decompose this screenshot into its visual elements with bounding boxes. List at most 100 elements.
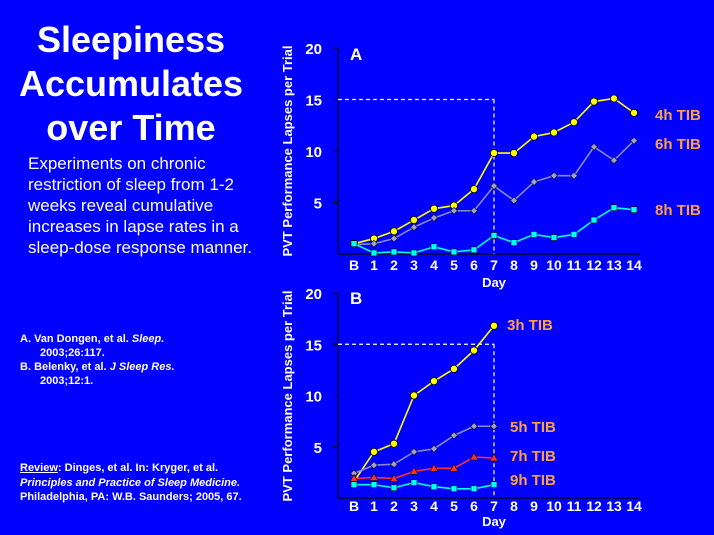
panel-a-series-6h-tib-point [570, 171, 578, 180]
panel-a-x-tick-label: 12 [586, 257, 602, 273]
panel-b-y-tick-label: 10 [305, 389, 322, 406]
panel-b-series-3h-tib-point [409, 391, 418, 400]
panel-a-series-8h-tib-point [570, 231, 578, 238]
panel-b-series-7h-tib-point [489, 453, 499, 462]
panel-a-y-tick-label: 5 [314, 196, 322, 213]
panel-b-x-tick-label: 11 [567, 498, 582, 514]
panel-b-series-7h-tib-label: 7h TIB [510, 448, 556, 465]
panel-a-x-tick-label: 11 [567, 257, 582, 273]
panel-b-x-axis-label: Day [482, 514, 507, 529]
panel-a-x-tick-label: 9 [530, 257, 538, 273]
panel-a-series-4h-tib-point [630, 108, 639, 117]
panel-a-series-4h-tib-point [530, 132, 539, 141]
panel-a-series-4h-tib-point [469, 185, 478, 194]
panel-a-series-6h-tib-point [390, 234, 398, 243]
panel-a-series-8h-tib-point [450, 248, 458, 256]
panel-a-x-tick-label: 5 [450, 257, 458, 273]
panel-a-x-tick-label: 7 [490, 257, 498, 273]
panel-a-y-tick-label: 10 [305, 144, 322, 161]
panel-b-y-tick-label: 5 [314, 440, 322, 457]
panel-b-series-7h-tib-point [429, 463, 439, 472]
panel-a-y-axis-label: PVT Performance Lapses per Trial [280, 46, 295, 257]
panel-b-x-tick-label: 3 [410, 498, 418, 514]
panel-b-x-tick-label: 8 [510, 498, 518, 514]
panel-b-x-tick-label: 9 [530, 498, 538, 514]
panel-b-x-tick-label: 2 [390, 498, 398, 514]
panel-a-series-4h-tib-point [389, 227, 398, 236]
panel-a-x-tick-label: 6 [470, 257, 478, 273]
panel-a-series-4h-tib-point [570, 118, 579, 127]
panel-a-series-8h-tib-point [630, 206, 638, 214]
slide-title: Sleepiness Accumulates over Time [18, 19, 244, 148]
panel-a-series-8h-tib-point [430, 243, 438, 251]
panel-b-y-axis-label: PVT Performance Lapses per Trial [280, 291, 295, 502]
panel-a-x-tick-label: 3 [410, 257, 418, 273]
panel-b-series-5h-tib-point [370, 461, 378, 470]
panel-a-series-6h-tib-label: 6h TIB [655, 136, 701, 153]
panel-a-x-tick-label: 4 [430, 257, 438, 273]
panel-b-x-tick-label: 1 [370, 498, 378, 514]
panel-a-series-8h-tib-point [610, 204, 618, 211]
panel-b-series-9h-tib-point [410, 479, 418, 486]
panel-b-series-5h-tib-point [490, 422, 498, 431]
panel-a-series-8h-tib-point [390, 248, 398, 256]
panel-a-series-6h-tib-point [550, 171, 558, 180]
panel-b-series-9h-tib-label: 9h TIB [510, 472, 556, 489]
panel-b-series-5h-tib-point [450, 431, 458, 440]
panel-b-x-tick-label: 12 [586, 498, 602, 514]
panel-b-series-3h-tib-point [449, 364, 458, 373]
panel-a-series-4h-tib-point [409, 216, 418, 225]
panel-a-series-6h-tib-point [410, 223, 418, 232]
panel-a-series-6h-tib-point [590, 142, 598, 151]
panel-b-series-7h-tib-point [449, 463, 459, 472]
panel-a-series-8h-tib-point [530, 231, 538, 238]
panel-b-series-7h-tib-point [469, 452, 479, 461]
panel-b-x-tick-label: 10 [546, 498, 562, 514]
panel-a-x-tick-label: 1 [370, 257, 378, 273]
panel-b-x-tick-label: 5 [450, 498, 458, 514]
panel-a-series-4h-tib-point [509, 149, 518, 158]
panel-b-series-9h-tib-point [490, 481, 498, 488]
panel-a-series-8h-tib-point [410, 249, 418, 257]
panel-b-y-tick-label: 15 [305, 337, 322, 354]
panel-a-series-6h-tib-point [610, 156, 618, 165]
panel-b-x-tick-label: B [349, 498, 359, 514]
panel-a-x-tick-label: 2 [390, 257, 398, 273]
panel-a-series-8h-tib-point [350, 240, 358, 247]
panel-a-series-8h-tib-point [510, 239, 518, 246]
panel-a-series-8h-tib-label: 8h TIB [655, 202, 701, 219]
panel-a-series-8h-tib-point [490, 232, 498, 239]
panel-a-y-tick-label: 20 [305, 41, 322, 58]
reference-b: B. Belenky, et al. J Sleep Res. 2003;12:… [20, 361, 175, 387]
panel-a-y-tick-label: 15 [305, 93, 322, 110]
panel-b-series-9h-tib-point [450, 485, 458, 493]
panel-a-series-8h-tib-point [550, 234, 558, 241]
panel-a-panel-label: A [350, 45, 362, 64]
panel-b-series-5h-tib-point [470, 422, 478, 431]
panel-a-series-6h-tib-point [530, 177, 538, 186]
panel-b-series-3h-tib-point [389, 439, 398, 448]
panel-a-series-6h-tib-point [450, 206, 458, 215]
panel-b-series-7h-tib-point [389, 473, 399, 482]
panel-a-series-4h-tib-point [429, 204, 438, 213]
panel-a-series-4h-tib-point [610, 94, 619, 103]
panel-a-series-6h-tib-point [370, 239, 378, 248]
panel-a-series-4h-tib-label: 4h TIB [655, 107, 701, 124]
panel-a-x-tick-label: 13 [606, 257, 622, 273]
panel-b-y-tick-label: 20 [305, 286, 322, 303]
panel-a-series-6h-tib-point [430, 214, 438, 222]
panel-a-series-6h-tib-point [510, 196, 518, 205]
panel-b-series-9h-tib-point [370, 481, 378, 488]
panel-b-series-3h-tib-point [369, 447, 378, 456]
panel-b-series-7h-tib-point [409, 466, 419, 475]
panel-b-panel-label: B [350, 289, 362, 308]
panel-b-series-7h-tib-point [369, 472, 379, 481]
panel-b-x-tick-label: 6 [470, 498, 478, 514]
panel-a-series-8h-tib-point [590, 216, 598, 224]
panel-a-series-8h-tib-point [470, 246, 478, 254]
panel-a-x-tick-label: B [349, 257, 359, 273]
panel-b-series-3h-tib-point [469, 346, 478, 355]
panel-b-x-tick-label: 14 [626, 498, 642, 514]
panel-b-series-9h-tib-point [350, 481, 358, 488]
